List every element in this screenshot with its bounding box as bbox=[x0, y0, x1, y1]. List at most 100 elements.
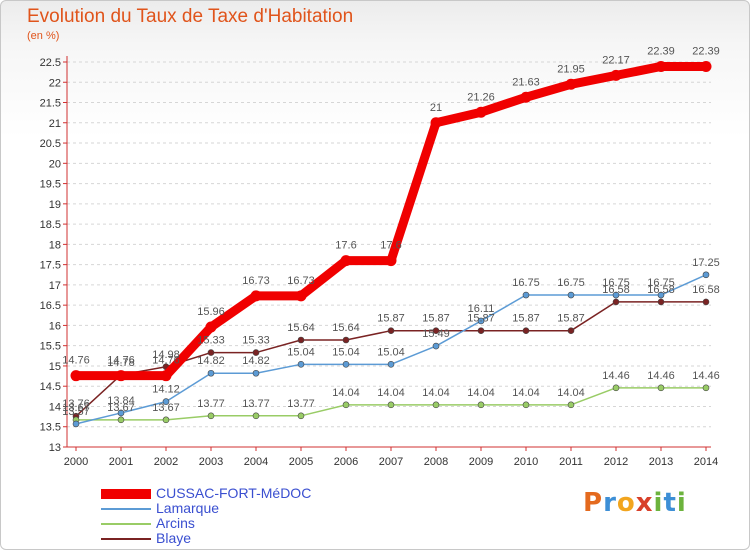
data-label: 14.78 bbox=[107, 357, 135, 369]
data-label: 15.87 bbox=[557, 313, 585, 325]
data-point bbox=[612, 291, 620, 299]
data-label: 14.76 bbox=[152, 355, 180, 367]
y-tick-label: 21.5 bbox=[40, 98, 61, 110]
y-tick-label: 18.5 bbox=[40, 219, 61, 231]
y-tick-label: 16 bbox=[49, 320, 61, 332]
data-point bbox=[207, 369, 215, 377]
data-point bbox=[117, 409, 125, 417]
series-layer bbox=[70, 60, 712, 428]
data-point bbox=[477, 401, 485, 409]
data-point bbox=[612, 298, 620, 306]
data-point bbox=[522, 401, 530, 409]
legend-label: CUSSAC-FORT-MéDOC bbox=[156, 485, 312, 501]
line-chart: 13 13.5 14 14.5 15 15.5 16 16.5 17 17.5 18 18.5 19 19… bbox=[40, 45, 720, 468]
legend-label: Lamarque bbox=[156, 500, 220, 516]
x-tick-label: 2009 bbox=[469, 456, 493, 468]
data-label: 16.73 bbox=[242, 275, 270, 287]
y-tick-label: 22.5 bbox=[40, 57, 61, 69]
data-point bbox=[702, 298, 710, 306]
data-label: 15.87 bbox=[512, 313, 540, 325]
data-point bbox=[520, 91, 532, 103]
data-label: 17.6 bbox=[380, 240, 401, 252]
chart-title: Evolution du Taux de Taxe d'Habitation bbox=[27, 6, 354, 27]
data-labels: 14.76 14.76 14.76 15.96 16.73 16.73 17.6 17.6 21… bbox=[62, 45, 720, 417]
data-point bbox=[342, 336, 350, 344]
data-label: 14.46 bbox=[692, 370, 720, 382]
data-point bbox=[252, 412, 260, 420]
legend-label: Blaye bbox=[156, 530, 192, 546]
data-point bbox=[567, 327, 575, 334]
data-point bbox=[297, 361, 305, 368]
proxiti-logo: Proxiti bbox=[583, 488, 687, 518]
data-point bbox=[385, 255, 397, 267]
data-label: 14.46 bbox=[602, 370, 630, 382]
data-point bbox=[387, 361, 395, 368]
data-label: 15.87 bbox=[377, 313, 405, 325]
data-point bbox=[250, 290, 262, 302]
data-point bbox=[565, 78, 577, 90]
x-tick-label: 2008 bbox=[424, 456, 448, 468]
data-label: 15.49 bbox=[422, 328, 450, 340]
data-point bbox=[72, 420, 80, 428]
y-tick-label: 17.5 bbox=[40, 260, 61, 272]
data-point bbox=[162, 416, 170, 424]
data-label: 16.75 bbox=[557, 277, 585, 289]
data-point bbox=[207, 349, 215, 356]
x-tick-label: 2006 bbox=[334, 456, 358, 468]
y-tick-label: 22 bbox=[49, 77, 61, 89]
legend-swatch bbox=[101, 523, 151, 525]
data-label: 14.04 bbox=[422, 387, 450, 399]
data-label: 17.25 bbox=[692, 257, 720, 269]
data-label: 13.76 bbox=[62, 398, 90, 410]
data-point bbox=[342, 401, 350, 409]
data-label: 13.57 bbox=[62, 406, 90, 418]
y-tick-label: 20 bbox=[49, 158, 61, 170]
data-label: 15.96 bbox=[197, 306, 225, 318]
data-label: 15.87 bbox=[422, 313, 450, 325]
data-label: 14.04 bbox=[557, 387, 585, 399]
data-point bbox=[477, 327, 485, 334]
y-tick-label: 14 bbox=[49, 401, 61, 413]
data-label: 14.98 bbox=[152, 349, 180, 361]
data-point bbox=[475, 106, 487, 118]
data-point bbox=[655, 60, 667, 72]
y-tick-label: 13.5 bbox=[40, 422, 61, 434]
data-label: 15.87 bbox=[467, 313, 495, 325]
data-label: 14.76 bbox=[62, 355, 90, 367]
data-label: 14.46 bbox=[647, 370, 675, 382]
data-point bbox=[612, 384, 620, 392]
data-point bbox=[387, 327, 395, 334]
data-label: 15.33 bbox=[242, 335, 270, 347]
data-point bbox=[205, 321, 217, 333]
x-tick-label: 2003 bbox=[199, 456, 223, 468]
y-tick-label: 21 bbox=[49, 118, 61, 130]
data-point bbox=[522, 291, 530, 299]
data-point bbox=[430, 117, 442, 129]
data-label: 13.84 bbox=[107, 395, 135, 407]
x-tick-label: 2000 bbox=[64, 456, 88, 468]
data-point bbox=[297, 336, 305, 344]
data-label: 14.76 bbox=[107, 355, 135, 367]
data-label: 13.77 bbox=[287, 398, 315, 410]
data-label: 16.75 bbox=[647, 277, 675, 289]
data-point bbox=[387, 401, 395, 409]
data-point bbox=[702, 271, 710, 279]
data-point bbox=[297, 412, 305, 420]
data-point bbox=[702, 384, 710, 392]
data-point bbox=[252, 369, 260, 377]
data-label: 16.58 bbox=[602, 284, 630, 296]
legend-swatch bbox=[101, 538, 151, 540]
x-tick-label: 2004 bbox=[244, 456, 268, 468]
data-label: 15.04 bbox=[377, 346, 405, 358]
x-tick-label: 2010 bbox=[514, 456, 538, 468]
data-point bbox=[477, 317, 485, 325]
data-label: 14.04 bbox=[467, 387, 495, 399]
data-point bbox=[610, 69, 622, 81]
data-label: 21 bbox=[430, 102, 442, 114]
data-label: 13.67 bbox=[62, 402, 90, 414]
axes: 13 13.5 14 14.5 15 15.5 16 16.5 17 17.5 18 18.5 19 19… bbox=[40, 56, 718, 468]
data-point bbox=[295, 290, 307, 302]
data-label: 14.04 bbox=[377, 387, 405, 399]
x-tick-label: 2013 bbox=[649, 456, 673, 468]
